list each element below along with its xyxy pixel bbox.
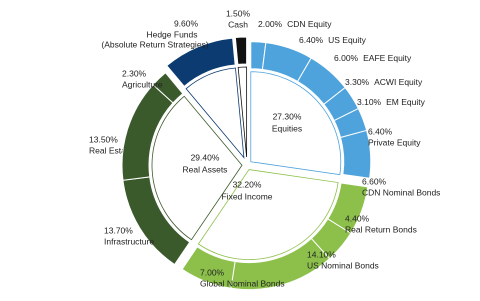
slice-name: Agriculture	[122, 79, 163, 89]
slice-name: CDN Nominal Bonds	[362, 187, 440, 197]
value-label: 13.70%	[104, 225, 133, 235]
slice-name: Global Nominal Bonds	[200, 278, 285, 288]
slice-name: US Nominal Bonds	[307, 260, 379, 270]
outer-slice	[181, 246, 236, 289]
inner-slice	[185, 67, 245, 159]
slice-label: 3.10% EM Equity	[357, 97, 426, 107]
value-label: 2.30%	[122, 68, 147, 78]
slice-name: Cash	[228, 19, 248, 29]
value-label: 3.10%	[357, 97, 382, 107]
inner-slice	[197, 169, 339, 260]
slice-name: US Equity	[328, 35, 367, 45]
value-label: 1.50%	[226, 8, 251, 18]
slice-name: Hedge Funds	[146, 29, 197, 39]
slice-note: (Absolute Return Strategies)	[101, 39, 208, 49]
inner-slice	[151, 95, 243, 241]
slice-name: EAFE Equity	[363, 53, 412, 63]
outer-slice	[234, 36, 248, 65]
slice-label: 6.00% EAFE Equity	[334, 53, 412, 63]
value-label: 6.60%	[362, 176, 387, 186]
value-label: 6.40%	[368, 126, 393, 136]
value-label: 4.40%	[345, 213, 370, 223]
slice-label: 3.30% ACWI Equity	[345, 77, 423, 87]
slice-name: EM Equity	[386, 97, 425, 107]
value-label: 2.00%	[258, 19, 283, 29]
group-value-label: 29.40%	[191, 152, 220, 162]
slice-label: 6.40% US Equity	[299, 35, 367, 45]
value-label: 9.60%	[174, 18, 199, 28]
group-name: Fixed Income	[221, 191, 272, 201]
value-label: 7.00%	[200, 267, 225, 277]
slice-name: Real Return Bonds	[345, 224, 417, 234]
slice-label: 2.00% CDN Equity	[258, 19, 332, 29]
value-label: 6.00%	[334, 53, 359, 63]
value-label: 14.10%	[307, 249, 336, 259]
group-name: Real Assets	[183, 164, 228, 174]
outer-slice	[152, 72, 184, 104]
slice-name: Infrastructure	[104, 236, 154, 246]
group-name: Equities	[272, 123, 302, 133]
outer-slice	[339, 129, 372, 179]
value-label: 6.40%	[299, 35, 324, 45]
inner-slice	[237, 66, 248, 158]
inner-slice	[250, 71, 342, 176]
slice-name: Private Equity	[368, 137, 421, 147]
slice-name: CDN Equity	[287, 19, 332, 29]
value-label: 13.50%	[89, 134, 118, 144]
outer-slice	[166, 37, 236, 88]
group-value-label: 27.30%	[273, 111, 302, 121]
slice-name: ACWI Equity	[374, 77, 423, 87]
group-value-label: 32.20%	[233, 179, 262, 189]
slice-name: Real Estate	[89, 145, 133, 155]
value-label: 3.30%	[345, 77, 370, 87]
